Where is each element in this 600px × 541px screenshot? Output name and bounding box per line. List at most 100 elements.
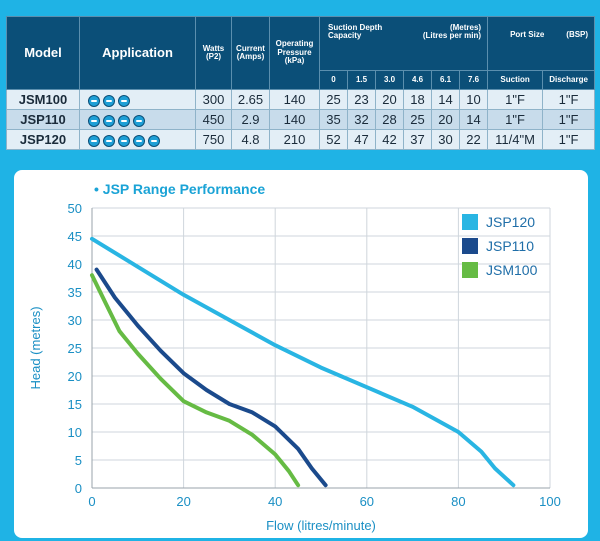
y-tick-label: 45: [68, 229, 82, 244]
header-current-label: Current: [236, 43, 265, 53]
y-tick-label: 10: [68, 425, 82, 440]
cell-model: JSP110: [6, 109, 80, 130]
x-tick-label: 40: [268, 494, 282, 509]
x-tick-label: 20: [176, 494, 190, 509]
header-depth-left: Suction Depth Capacity: [328, 23, 383, 41]
series-line-jsm100: [90, 273, 301, 488]
pump-application-icon: [103, 134, 115, 147]
header-suction-depth: Suction Depth Capacity (Metres) (Litres …: [318, 16, 489, 71]
header-depth-2: 3.0: [375, 70, 404, 90]
legend-label: JSP110: [486, 238, 534, 254]
header-depth-0: 0: [319, 70, 348, 90]
cell-discharge: 1"F: [542, 109, 596, 130]
header-model: Model: [6, 16, 80, 90]
pump-application-icon: [88, 114, 100, 127]
cell-watts: 450: [195, 109, 232, 130]
header-current: Current (Amps): [231, 16, 270, 90]
series-line-jsp120: [90, 236, 516, 488]
cell-suction: 11/4"M: [487, 129, 544, 150]
pump-application-icon: [118, 134, 130, 147]
cell-current: 2.65: [231, 89, 270, 110]
cell-capacity: 14: [431, 89, 460, 110]
cell-pressure: 140: [269, 109, 320, 130]
cell-suction: 1"F: [487, 109, 544, 130]
header-port-size: Port Size (BSP): [487, 16, 596, 71]
cell-capacity: 37: [403, 129, 432, 150]
cell-capacity: 23: [347, 89, 376, 110]
legend-swatch-jsm100: [462, 262, 478, 278]
pump-application-icon: [118, 114, 130, 127]
cell-capacity: 10: [458, 89, 489, 110]
legend-label: JSM100: [486, 262, 538, 278]
x-tick-label: 0: [88, 494, 95, 509]
cell-discharge: 1"F: [542, 129, 596, 150]
performance-chart: • JSP Range Performance 0 20 40 60 80 100 0 5 10 1…: [28, 181, 561, 533]
x-tick-label: 100: [539, 494, 561, 509]
header-pressure-label-1: Operating: [275, 39, 314, 49]
cell-capacity: 47: [347, 129, 376, 150]
cell-capacity: 35: [319, 109, 348, 130]
header-depth-label-2: Capacity: [328, 31, 362, 41]
cell-current: 2.9: [231, 109, 270, 130]
y-tick-label: 0: [75, 481, 82, 496]
header-pressure-label-2: Pressure: [277, 47, 312, 57]
chart-title: • JSP Range Performance: [94, 181, 265, 197]
header-depth-label-1: Suction Depth: [328, 23, 383, 32]
header-current-unit: (Amps): [236, 52, 265, 61]
header-depth-1: 1.5: [347, 70, 376, 90]
table-row: JSP110 450 2.9 140 35 32 28 25 20 14 1"F 1"F: [6, 109, 596, 130]
header-discharge: Discharge: [542, 70, 596, 90]
cell-model: JSP120: [6, 129, 80, 150]
cell-capacity: 18: [403, 89, 432, 110]
header-pressure-unit: (kPa): [284, 56, 305, 66]
header-watts: Watts (P2): [195, 16, 232, 90]
header-depth-3: 4.6: [403, 70, 432, 90]
y-tick-label: 15: [68, 397, 82, 412]
cell-watts: 300: [195, 89, 232, 110]
series-line-jsp110: [94, 267, 328, 488]
header-watts-label: Watts: [202, 43, 225, 53]
cell-capacity: 14: [458, 109, 489, 130]
pump-application-icon: [103, 94, 115, 107]
header-depth-4: 6.1: [431, 70, 460, 90]
pump-application-icon: [118, 94, 130, 107]
spec-table: Model Application Watts (P2) Current (Am…: [6, 16, 596, 150]
y-tick-label: 5: [75, 453, 82, 468]
header-port-unit: (BSP): [566, 30, 589, 39]
y-axis-label: Head (metres): [28, 306, 43, 389]
x-axis-label: Flow (litres/minute): [266, 518, 376, 533]
pump-application-icon: [133, 114, 145, 127]
header-application: Application: [79, 16, 196, 90]
pump-application-icon: [88, 94, 100, 107]
y-tick-label: 20: [68, 369, 82, 384]
table-row: JSP120 750 4.8 210 52 47 42 37 30 22 11/4"M 1"F: [6, 129, 596, 150]
x-tick-label: 60: [360, 494, 374, 509]
performance-chart-panel: • JSP Range Performance 0 20 40 60 80 100 0 5 10 1…: [14, 170, 588, 538]
pump-application-icon: [103, 114, 115, 127]
header-watts-unit: (P2): [205, 52, 222, 61]
cell-capacity: 52: [319, 129, 348, 150]
header-depth-unit-2: (Litres per min): [422, 31, 482, 41]
header-port-label: Port Size: [510, 30, 545, 39]
cell-capacity: 30: [431, 129, 460, 150]
pump-application-icon: [133, 134, 145, 147]
header-pressure: Operating Pressure (kPa): [269, 16, 320, 90]
cell-model: JSM100: [6, 89, 80, 110]
cell-pressure: 210: [269, 129, 320, 150]
cell-capacity: 42: [375, 129, 404, 150]
spec-table-body: JSM100 300 2.65 140 25 23 20 18 14 10 1"F 1"F JSP110…: [6, 89, 596, 150]
x-tick-label: 80: [451, 494, 465, 509]
cell-capacity: 20: [431, 109, 460, 130]
cell-pressure: 140: [269, 89, 320, 110]
cell-capacity: 25: [403, 109, 432, 130]
legend-swatch-jsp110: [462, 238, 478, 254]
y-tick-label: 25: [68, 341, 82, 356]
cell-capacity: 25: [319, 89, 348, 110]
header-depth-unit-1: (Metres): [449, 23, 482, 32]
cell-application: [79, 129, 196, 150]
cell-current: 4.8: [231, 129, 270, 150]
cell-application: [79, 89, 196, 110]
cell-capacity: 28: [375, 109, 404, 130]
table-row: JSM100 300 2.65 140 25 23 20 18 14 10 1"F 1"F: [6, 89, 596, 110]
y-tick-label: 35: [68, 285, 82, 300]
